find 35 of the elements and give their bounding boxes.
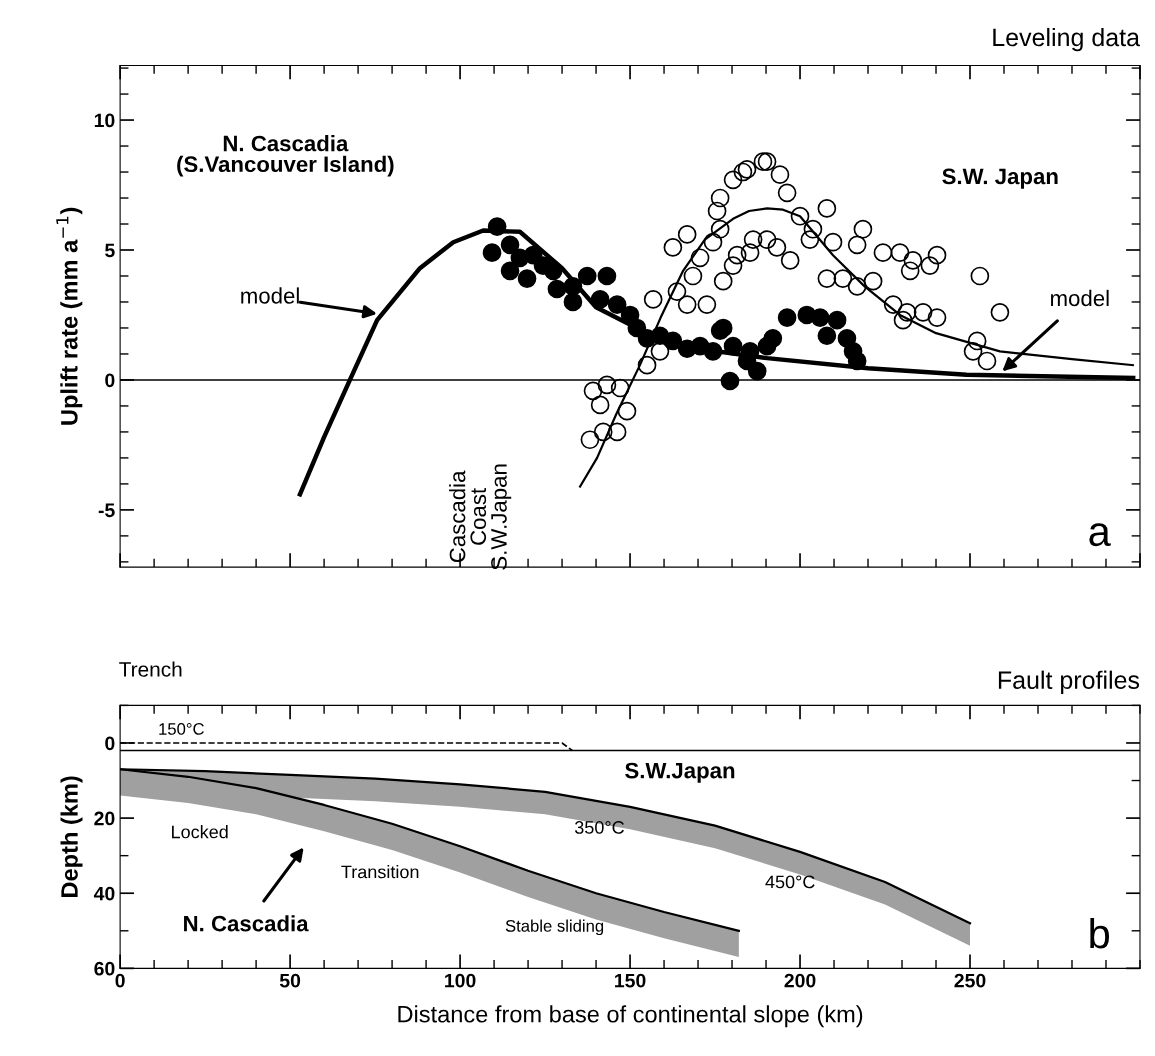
annotation: 150°C — [159, 723, 204, 735]
annotation: S.W. Japan — [942, 168, 1058, 189]
x-tick-label: 150 — [615, 973, 646, 988]
annotation: b — [1090, 917, 1110, 949]
y-tick-label: 20 — [94, 811, 115, 826]
annotation: Locked — [172, 825, 228, 839]
x-tick-label: 0 — [115, 973, 125, 988]
annotation: a — [1089, 523, 1111, 547]
annotation: S.W.Japan — [625, 762, 735, 783]
chart-title: Leveling data — [993, 27, 1140, 52]
y-axis-title: Depth (km) — [60, 776, 83, 897]
x-tick-label: 100 — [445, 973, 476, 988]
annotation: N. Cascadia (S.Vancouver Island) — [177, 135, 394, 177]
y-axis-title: Uplift rate (mm a$^{−1}$) — [56, 207, 83, 425]
x-tick-label: 50 — [279, 973, 301, 988]
y-tick-label: 40 — [93, 886, 115, 901]
y-tick-label: 10 — [94, 113, 115, 128]
annotation: model — [1051, 289, 1109, 307]
y-tick-label: 0 — [105, 373, 115, 388]
annotation: Cascadia Coast S.W.Japan — [449, 464, 512, 570]
chart-title: Fault profiles — [998, 670, 1140, 694]
annotation: Transition — [341, 865, 419, 879]
annotation: Stable sliding — [505, 919, 604, 936]
x-tick-label: 250 — [954, 973, 986, 988]
x-tick-label: 200 — [784, 973, 816, 988]
y-tick-label: 0 — [105, 736, 115, 751]
annotation: N. Cascadia — [184, 915, 309, 932]
y-tick-label: -5 — [98, 503, 115, 518]
x-axis-title: Distance from base of continental slope (km) — [398, 1005, 863, 1028]
text: Trench — [119, 661, 182, 677]
y-tick-label: 60 — [94, 961, 115, 976]
annotation: model — [241, 287, 299, 304]
y-tick-label: 5 — [105, 243, 115, 258]
annotation: 350°C — [574, 821, 624, 834]
annotation: 450°C — [765, 875, 815, 889]
